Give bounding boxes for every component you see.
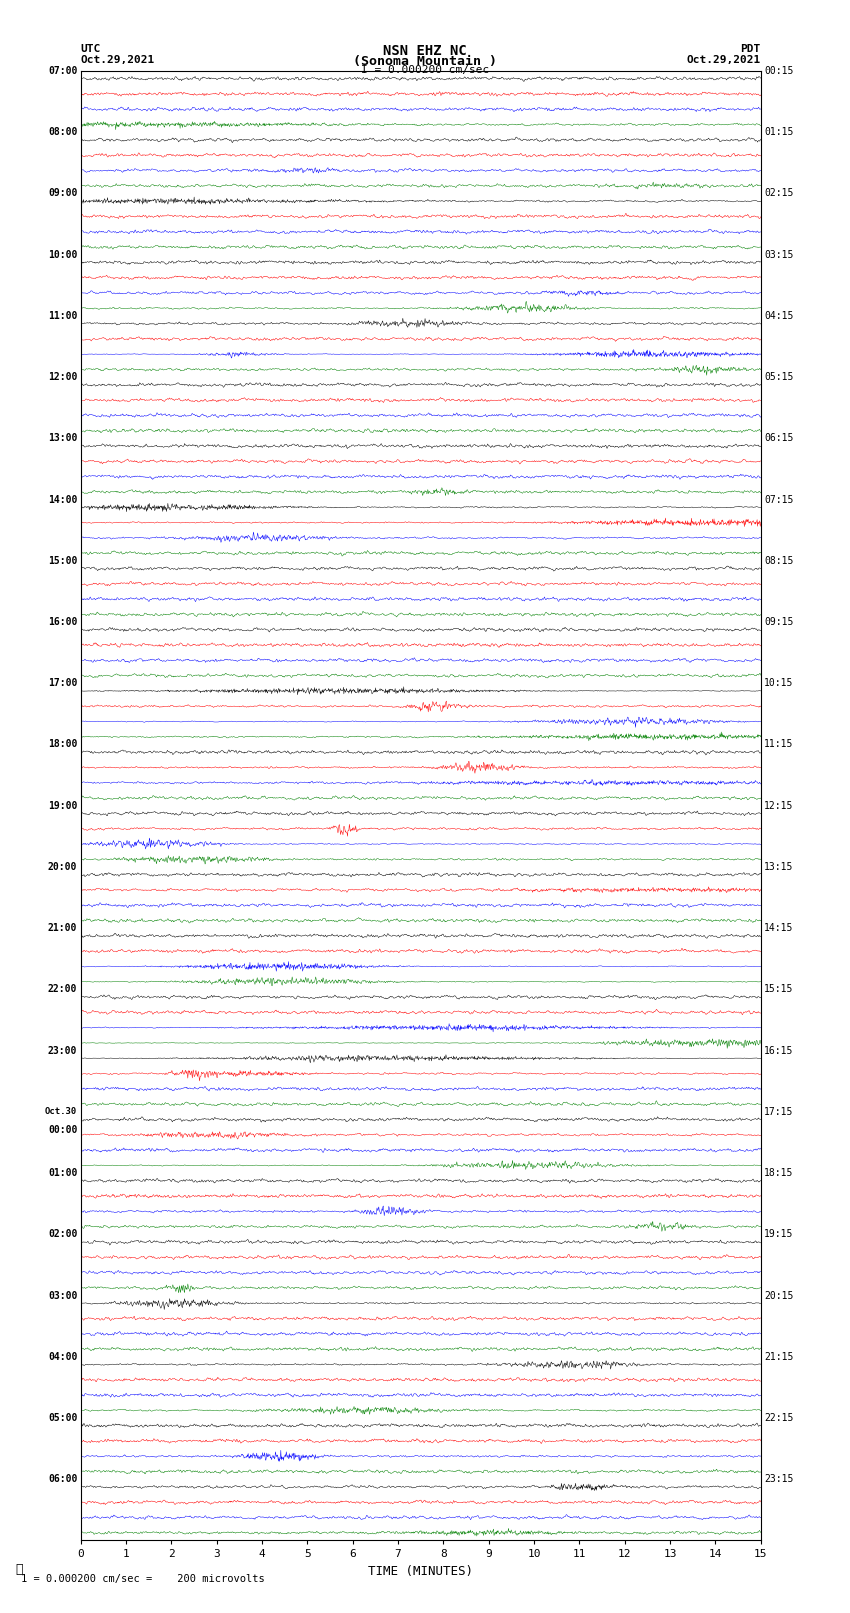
Text: 23:00: 23:00 bbox=[48, 1045, 77, 1055]
Text: 11:00: 11:00 bbox=[48, 311, 77, 321]
Text: 08:00: 08:00 bbox=[48, 127, 77, 137]
Text: NSN EHZ NC: NSN EHZ NC bbox=[383, 44, 467, 58]
Text: 18:15: 18:15 bbox=[764, 1168, 794, 1177]
Text: Oct.29,2021: Oct.29,2021 bbox=[81, 55, 155, 65]
Text: 20:15: 20:15 bbox=[764, 1290, 794, 1300]
Text: 22:15: 22:15 bbox=[764, 1413, 794, 1423]
Text: 02:00: 02:00 bbox=[48, 1229, 77, 1239]
Text: 04:00: 04:00 bbox=[48, 1352, 77, 1361]
Text: 17:15: 17:15 bbox=[764, 1107, 794, 1116]
Text: 13:15: 13:15 bbox=[764, 861, 794, 873]
Text: 1 = 0.000200 cm/sec =    200 microvolts: 1 = 0.000200 cm/sec = 200 microvolts bbox=[21, 1574, 265, 1584]
Text: 07:00: 07:00 bbox=[48, 66, 77, 76]
Text: 19:00: 19:00 bbox=[48, 800, 77, 811]
Text: 00:00: 00:00 bbox=[48, 1124, 77, 1136]
Text: UTC: UTC bbox=[81, 44, 101, 55]
Text: 12:00: 12:00 bbox=[48, 373, 77, 382]
Text: 17:00: 17:00 bbox=[48, 677, 77, 689]
Text: 20:00: 20:00 bbox=[48, 861, 77, 873]
Text: 22:00: 22:00 bbox=[48, 984, 77, 994]
Text: 15:15: 15:15 bbox=[764, 984, 794, 994]
Text: 06:15: 06:15 bbox=[764, 434, 794, 444]
Text: 10:00: 10:00 bbox=[48, 250, 77, 260]
Text: 07:15: 07:15 bbox=[764, 495, 794, 505]
Text: 14:15: 14:15 bbox=[764, 923, 794, 934]
Text: 13:00: 13:00 bbox=[48, 434, 77, 444]
Text: Oct.29,2021: Oct.29,2021 bbox=[687, 55, 761, 65]
Text: 02:15: 02:15 bbox=[764, 189, 794, 198]
Text: 09:00: 09:00 bbox=[48, 189, 77, 198]
Text: 04:15: 04:15 bbox=[764, 311, 794, 321]
Text: 14:00: 14:00 bbox=[48, 495, 77, 505]
Text: 03:00: 03:00 bbox=[48, 1290, 77, 1300]
Text: 03:15: 03:15 bbox=[764, 250, 794, 260]
Text: 16:15: 16:15 bbox=[764, 1045, 794, 1055]
Text: 21:00: 21:00 bbox=[48, 923, 77, 934]
Text: (Sonoma Mountain ): (Sonoma Mountain ) bbox=[353, 55, 497, 68]
Text: 16:00: 16:00 bbox=[48, 618, 77, 627]
Text: 23:15: 23:15 bbox=[764, 1474, 794, 1484]
Text: 19:15: 19:15 bbox=[764, 1229, 794, 1239]
Text: 06:00: 06:00 bbox=[48, 1474, 77, 1484]
Text: 09:15: 09:15 bbox=[764, 618, 794, 627]
Text: 11:15: 11:15 bbox=[764, 739, 794, 750]
Text: 10:15: 10:15 bbox=[764, 677, 794, 689]
Text: 18:00: 18:00 bbox=[48, 739, 77, 750]
Text: 12:15: 12:15 bbox=[764, 800, 794, 811]
Text: 00:15: 00:15 bbox=[764, 66, 794, 76]
Text: 01:00: 01:00 bbox=[48, 1168, 77, 1177]
X-axis label: TIME (MINUTES): TIME (MINUTES) bbox=[368, 1565, 473, 1578]
Text: 08:15: 08:15 bbox=[764, 556, 794, 566]
Text: ⎸: ⎸ bbox=[15, 1563, 23, 1576]
Text: 05:15: 05:15 bbox=[764, 373, 794, 382]
Text: Oct.30: Oct.30 bbox=[45, 1108, 77, 1116]
Text: 01:15: 01:15 bbox=[764, 127, 794, 137]
Text: 05:00: 05:00 bbox=[48, 1413, 77, 1423]
Text: I = 0.000200 cm/sec: I = 0.000200 cm/sec bbox=[361, 65, 489, 76]
Text: PDT: PDT bbox=[740, 44, 761, 55]
Text: 15:00: 15:00 bbox=[48, 556, 77, 566]
Text: 21:15: 21:15 bbox=[764, 1352, 794, 1361]
